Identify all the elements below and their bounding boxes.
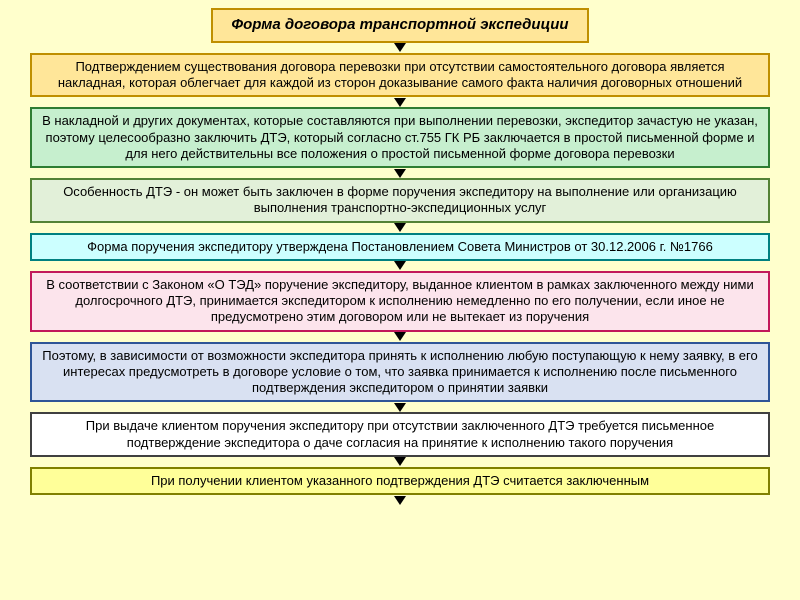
flow-block-text-5: Поэтому, в зависимости от возможности эк… [42, 348, 757, 396]
flow-block-0: Подтверждением существования договора пе… [30, 53, 770, 98]
flow-block-7: При получении клиентом указанного подтве… [30, 467, 770, 495]
arrow [394, 97, 406, 107]
flow-block-text-1: В накладной и других документах, которые… [42, 113, 758, 161]
arrow [394, 223, 406, 233]
arrow [394, 402, 406, 412]
arrow [394, 261, 406, 271]
arrow [394, 332, 406, 342]
flow-title-text: Форма договора транспортной экспедиции [231, 16, 568, 33]
flow-block-text-6: При выдаче клиентом поручения экспедитор… [86, 418, 714, 449]
flow-block-1: В накладной и других документах, которые… [30, 107, 770, 168]
arrow [394, 43, 406, 53]
flow-block-4: В соответствии с Законом «О ТЭД» поручен… [30, 271, 770, 332]
flow-title-box: Форма договора транспортной экспедиции [211, 8, 588, 43]
flow-block-2: Особенность ДТЭ - он может быть заключен… [30, 178, 770, 223]
flow-block-text-3: Форма поручения экспедитору утверждена П… [87, 239, 713, 254]
flow-blocks: Подтверждением существования договора пе… [30, 53, 770, 505]
flow-block-text-0: Подтверждением существования договора пе… [58, 59, 742, 90]
flow-block-text-2: Особенность ДТЭ - он может быть заключен… [63, 184, 737, 215]
flow-block-text-4: В соответствии с Законом «О ТЭД» поручен… [46, 277, 754, 325]
arrow [394, 168, 406, 178]
flow-block-6: При выдаче клиентом поручения экспедитор… [30, 412, 770, 457]
flow-block-3: Форма поручения экспедитору утверждена П… [30, 233, 770, 261]
flow-block-5: Поэтому, в зависимости от возможности эк… [30, 342, 770, 403]
arrow [394, 495, 406, 505]
flowchart-container: Форма договора транспортной экспедиции П… [0, 0, 800, 600]
flow-block-text-7: При получении клиентом указанного подтве… [151, 473, 649, 488]
arrow [394, 457, 406, 467]
